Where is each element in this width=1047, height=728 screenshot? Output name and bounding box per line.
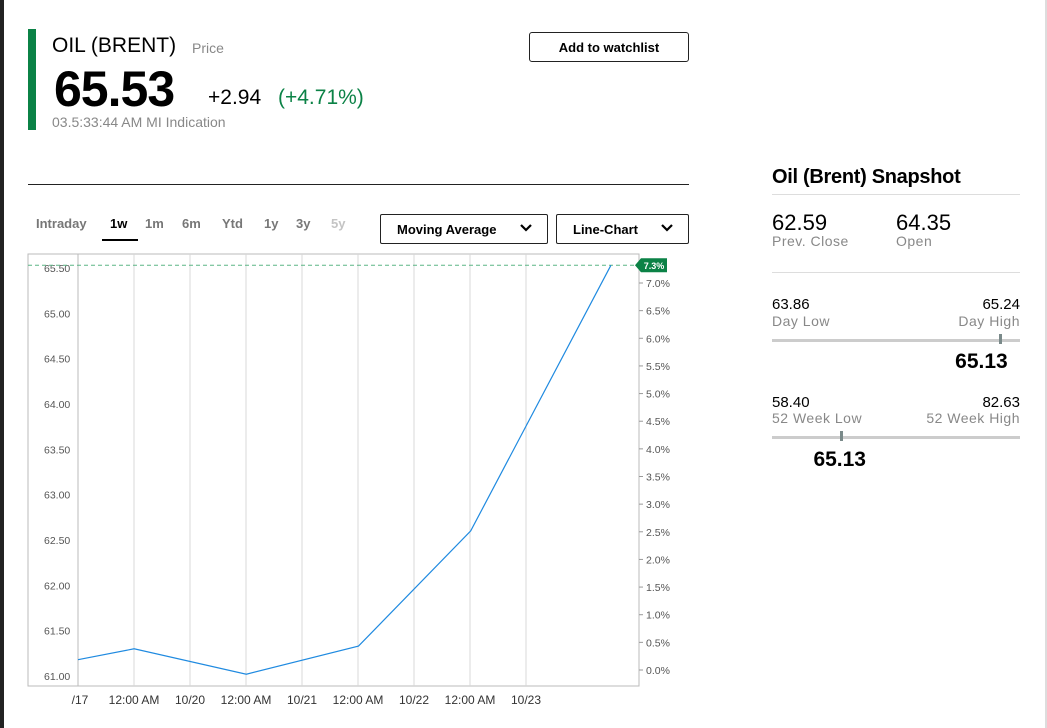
- 52-week-range-marker: [840, 431, 844, 441]
- y-tick-label-right: 2.5%: [646, 527, 670, 539]
- y-tick-label-right: 7.0%: [646, 278, 670, 290]
- window-right-border: [1045, 0, 1047, 728]
- tab-ytd[interactable]: Ytd: [222, 216, 243, 231]
- day-low-value: 63.86: [772, 296, 810, 313]
- x-tick-label: 10/22: [399, 693, 429, 707]
- open-label: Open: [896, 233, 933, 249]
- x-tick-label: 12:00 AM: [333, 693, 384, 707]
- x-tick-label: 10/21: [287, 693, 317, 707]
- 52-week-range-current: 65.13: [813, 448, 866, 471]
- snapshot-title: Oil (Brent) Snapshot: [772, 166, 961, 188]
- y-tick-label-right: 4.0%: [646, 444, 670, 456]
- last-value-badge-label: 7.3%: [644, 261, 665, 271]
- y-tick-label-right: 6.5%: [646, 306, 670, 318]
- tab-1y[interactable]: 1y: [264, 216, 279, 231]
- day-high-value: 65.24: [982, 296, 1020, 313]
- y-tick-label-left: 62.00: [44, 580, 70, 592]
- quote-accent-bar: [28, 29, 36, 130]
- quote-timestamp: 03.5:33:44 AM MI Indication: [52, 114, 226, 130]
- 52-week-low-label: 52 Week Low: [772, 410, 863, 426]
- active-tab-indicator: [102, 239, 138, 241]
- instrument-sublabel: Price: [192, 40, 224, 56]
- y-tick-label-right: 1.0%: [646, 610, 670, 622]
- day-range-current: 65.13: [955, 350, 1008, 373]
- y-tick-label-right: 3.0%: [646, 499, 670, 511]
- y-tick-label-left: 61.50: [44, 626, 70, 638]
- 52-week-range-track: [772, 436, 1020, 439]
- last-value-badge: [635, 258, 667, 273]
- header-divider: [28, 184, 689, 185]
- y-tick-label-right: 6.0%: [646, 333, 670, 345]
- chart-type-label: Line-Chart: [573, 221, 638, 237]
- day-high-label: Day High: [958, 313, 1020, 329]
- y-tick-label-left: 63.00: [44, 490, 70, 502]
- y-tick-label-right: 0.5%: [646, 637, 670, 649]
- tab-3y[interactable]: 3y: [296, 216, 311, 231]
- y-tick-label-right: 5.0%: [646, 389, 670, 401]
- y-tick-label-left: 63.50: [44, 444, 70, 456]
- x-tick-label: 12:00 AM: [221, 693, 272, 707]
- y-tick-label-left: 64.00: [44, 399, 70, 411]
- y-tick-label-left: 65.50: [44, 263, 70, 275]
- price-series-line: [77, 265, 612, 675]
- y-tick-label-right: 4.5%: [646, 416, 670, 428]
- y-tick-label-left: 64.50: [44, 354, 70, 366]
- prev-close-label: Prev. Close: [772, 233, 849, 249]
- y-tick-label-right: 0.0%: [646, 665, 670, 677]
- moving-average-label: Moving Average: [397, 221, 497, 237]
- x-tick-label: 12:00 AM: [109, 693, 160, 707]
- 52-week-high-label: 52 Week High: [926, 410, 1020, 426]
- y-tick-label-right: 1.5%: [646, 582, 670, 594]
- chevron-down-icon: [520, 224, 532, 232]
- window-left-border: [0, 0, 4, 728]
- snapshot-divider: [772, 272, 1020, 273]
- prev-close-value: 62.59: [772, 210, 828, 235]
- y-tick-label-left: 61.00: [44, 671, 70, 683]
- y-tick-label-right: 2.0%: [646, 554, 670, 566]
- tab-intraday[interactable]: Intraday: [36, 216, 87, 231]
- add-to-watchlist-button[interactable]: Add to watchlist: [529, 32, 689, 62]
- moving-average-dropdown[interactable]: Moving Average: [380, 214, 548, 244]
- last-price: 65.53: [54, 61, 175, 117]
- chart-frame: [27, 253, 640, 687]
- instrument-name: OIL (BRENT): [52, 34, 177, 57]
- price-change: +2.94: [208, 86, 262, 109]
- 52-week-high-value: 82.63: [982, 394, 1020, 411]
- x-tick-label: 12:00 AM: [445, 693, 496, 707]
- open-value: 64.35: [896, 210, 952, 235]
- day-low-label: Day Low: [772, 313, 830, 329]
- y-tick-label-left: 65.00: [44, 308, 70, 320]
- y-tick-label-right: 3.5%: [646, 472, 670, 484]
- tab-6m[interactable]: 6m: [182, 216, 201, 231]
- day-range-track: [772, 339, 1020, 342]
- y-tick-label-left: 62.50: [44, 535, 70, 547]
- tab-1w[interactable]: 1w: [110, 216, 128, 231]
- chart-type-dropdown[interactable]: Line-Chart: [556, 214, 689, 244]
- snapshot-divider: [772, 194, 1020, 195]
- x-tick-label: 10/23: [511, 693, 541, 707]
- y-tick-label-right: 5.5%: [646, 361, 670, 373]
- tab-1m[interactable]: 1m: [145, 216, 164, 231]
- price-chart[interactable]: /17 12:00 AM 10/20 12:00 AM 10/21 12:00 AM 10/…: [0, 0, 700, 728]
- tab-5y[interactable]: 5y: [331, 216, 346, 231]
- 52-week-low-value: 58.40: [772, 394, 810, 411]
- chevron-down-icon: [661, 224, 673, 232]
- x-tick-label: /17: [72, 693, 89, 707]
- x-tick-label: 10/20: [175, 693, 205, 707]
- day-range-marker: [999, 334, 1003, 344]
- price-change-percent: (+4.71%): [278, 86, 364, 109]
